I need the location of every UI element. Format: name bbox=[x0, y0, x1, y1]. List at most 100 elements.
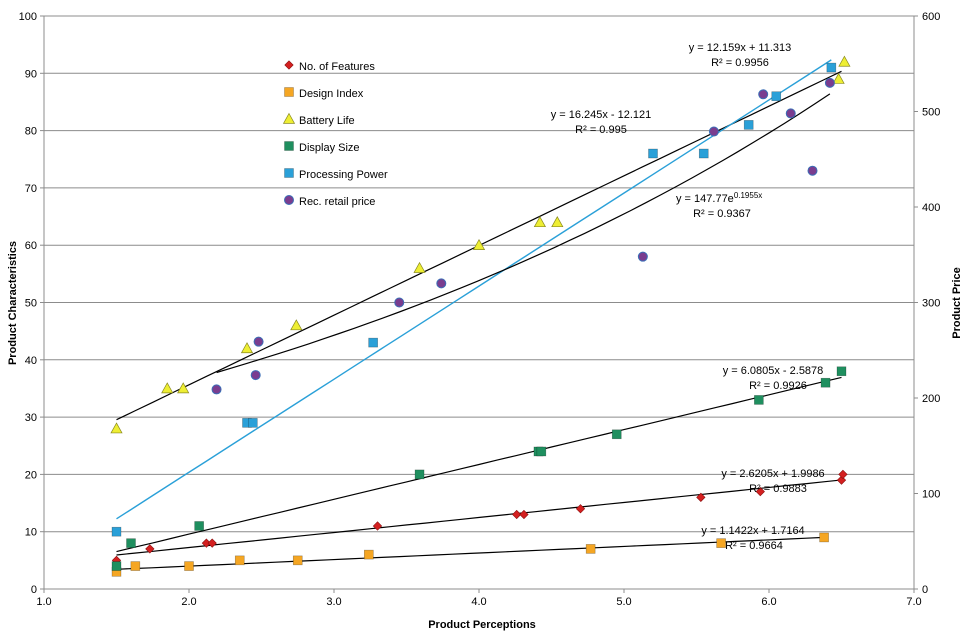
point-battery-life bbox=[413, 261, 426, 273]
point-battery-life bbox=[290, 319, 303, 331]
legend-marker-processing-power bbox=[284, 168, 294, 178]
point-features bbox=[696, 492, 706, 502]
legend-label-processing-power: Processing Power bbox=[299, 169, 388, 181]
trendline-retail-price bbox=[216, 93, 831, 374]
y-tick-label: 100 bbox=[19, 11, 37, 23]
point-display-size bbox=[126, 538, 136, 548]
trend-r2: R² = 0.995 bbox=[575, 124, 627, 136]
legend-label-design-index: Design Index bbox=[299, 88, 364, 100]
y-tick-label: 60 bbox=[25, 240, 37, 252]
trend-equation: y = 12.159x + 11.313 bbox=[689, 42, 792, 54]
trend-r2: R² = 0.9883 bbox=[749, 483, 807, 495]
x-tick-label: 6.0 bbox=[761, 596, 776, 608]
point-display-size bbox=[536, 446, 547, 457]
point-display-size bbox=[194, 521, 204, 531]
legend-marker-retail-price bbox=[284, 195, 294, 205]
trend-equation: y = 1.1422x + 1.7164 bbox=[701, 525, 804, 537]
trend-equation-exponent: 0.1955x bbox=[734, 191, 762, 200]
point-retail-price bbox=[807, 165, 818, 176]
point-retail-price bbox=[785, 108, 796, 119]
x-tick-label: 3.0 bbox=[326, 596, 341, 608]
point-battery-life bbox=[161, 382, 174, 394]
point-battery-life bbox=[838, 55, 851, 67]
legend: No. of Features Design Index Battery Life D… bbox=[282, 60, 388, 208]
point-display-size bbox=[111, 561, 122, 571]
trend-equation: y = 6.0805x - 2.5878 bbox=[723, 365, 824, 377]
trend-equation: y = 16.245x - 12.121 bbox=[551, 109, 652, 121]
point-features bbox=[575, 504, 586, 514]
point-features bbox=[372, 521, 383, 531]
point-battery-life bbox=[240, 342, 254, 354]
x-tick-label: 5.0 bbox=[616, 596, 631, 608]
legend-label-battery-life: Battery Life bbox=[299, 115, 355, 127]
point-battery-life bbox=[533, 216, 546, 228]
point-retail-price bbox=[394, 297, 405, 308]
point-retail-price bbox=[253, 336, 264, 347]
point-design-index bbox=[585, 544, 596, 554]
y-tick-label: 40 bbox=[25, 355, 37, 367]
point-processing-power bbox=[648, 148, 658, 159]
legend-label-display-size: Display Size bbox=[299, 142, 360, 154]
point-design-index bbox=[130, 561, 141, 571]
legend-marker-display-size bbox=[284, 141, 294, 151]
point-features bbox=[755, 486, 765, 497]
trendline-features bbox=[116, 479, 844, 556]
point-features bbox=[145, 544, 155, 554]
point-display-size bbox=[754, 395, 764, 405]
point-battery-life bbox=[472, 238, 486, 250]
x-tick-label: 2.0 bbox=[181, 596, 196, 608]
point-design-index bbox=[716, 538, 726, 548]
point-retail-price bbox=[637, 251, 648, 262]
y2-axis-title: Product Price bbox=[951, 267, 963, 339]
y2-tick-label: 400 bbox=[922, 202, 940, 214]
point-retail-price bbox=[824, 77, 835, 88]
trend-r2: R² = 0.9956 bbox=[711, 57, 769, 69]
x-tick-label: 4.0 bbox=[471, 596, 486, 608]
legend-marker-design-index bbox=[284, 87, 294, 97]
point-battery-life bbox=[832, 72, 845, 84]
gridlines bbox=[44, 15, 914, 590]
trendline-display-size bbox=[116, 376, 842, 553]
legend-label-retail-price: Rec. retail price bbox=[299, 196, 375, 208]
point-design-index bbox=[292, 555, 303, 566]
legend-marker-features bbox=[284, 60, 294, 70]
point-battery-life bbox=[110, 422, 123, 434]
y2-tick-label: 0 bbox=[922, 584, 928, 596]
point-retail-price bbox=[250, 370, 261, 381]
point-design-index bbox=[234, 555, 245, 566]
point-features bbox=[838, 469, 848, 480]
y-tick-label: 30 bbox=[25, 412, 37, 424]
y-tick-label: 80 bbox=[25, 126, 37, 138]
point-processing-power bbox=[771, 91, 782, 102]
y2-axis-ticks: 0 100 200 300 400 500 600 bbox=[914, 11, 940, 596]
trend-r2: R² = 0.9664 bbox=[725, 540, 783, 552]
legend-label-features: No. of Features bbox=[299, 61, 375, 73]
point-features bbox=[519, 509, 529, 520]
point-display-size bbox=[836, 366, 847, 377]
point-design-index bbox=[819, 532, 829, 543]
point-battery-life bbox=[551, 216, 564, 228]
trend-r2: R² = 0.9367 bbox=[693, 208, 751, 220]
y2-tick-label: 500 bbox=[922, 107, 940, 119]
x-tick-label: 7.0 bbox=[906, 596, 921, 608]
point-display-size bbox=[611, 429, 622, 440]
trend-r2: R² = 0.9926 bbox=[749, 380, 807, 392]
point-battery-life bbox=[177, 382, 190, 394]
trendline-design-index bbox=[116, 536, 825, 570]
y-tick-label: 90 bbox=[25, 68, 37, 80]
point-retail-price bbox=[758, 89, 769, 100]
x-axis-title: Product Perceptions bbox=[428, 619, 536, 631]
trendlines bbox=[116, 59, 844, 570]
y2-tick-label: 300 bbox=[922, 298, 940, 310]
data-points bbox=[110, 55, 851, 577]
point-processing-power bbox=[826, 62, 837, 73]
trendline-processing-power bbox=[116, 59, 832, 520]
legend-marker-battery-life bbox=[282, 112, 296, 124]
y-tick-label: 70 bbox=[25, 183, 37, 195]
y-tick-label: 10 bbox=[25, 527, 37, 539]
point-processing-power bbox=[248, 418, 258, 428]
point-features bbox=[207, 538, 217, 548]
trend-equations: y = 12.159x + 11.313 R² = 0.9956 y = 16.24… bbox=[551, 42, 825, 552]
